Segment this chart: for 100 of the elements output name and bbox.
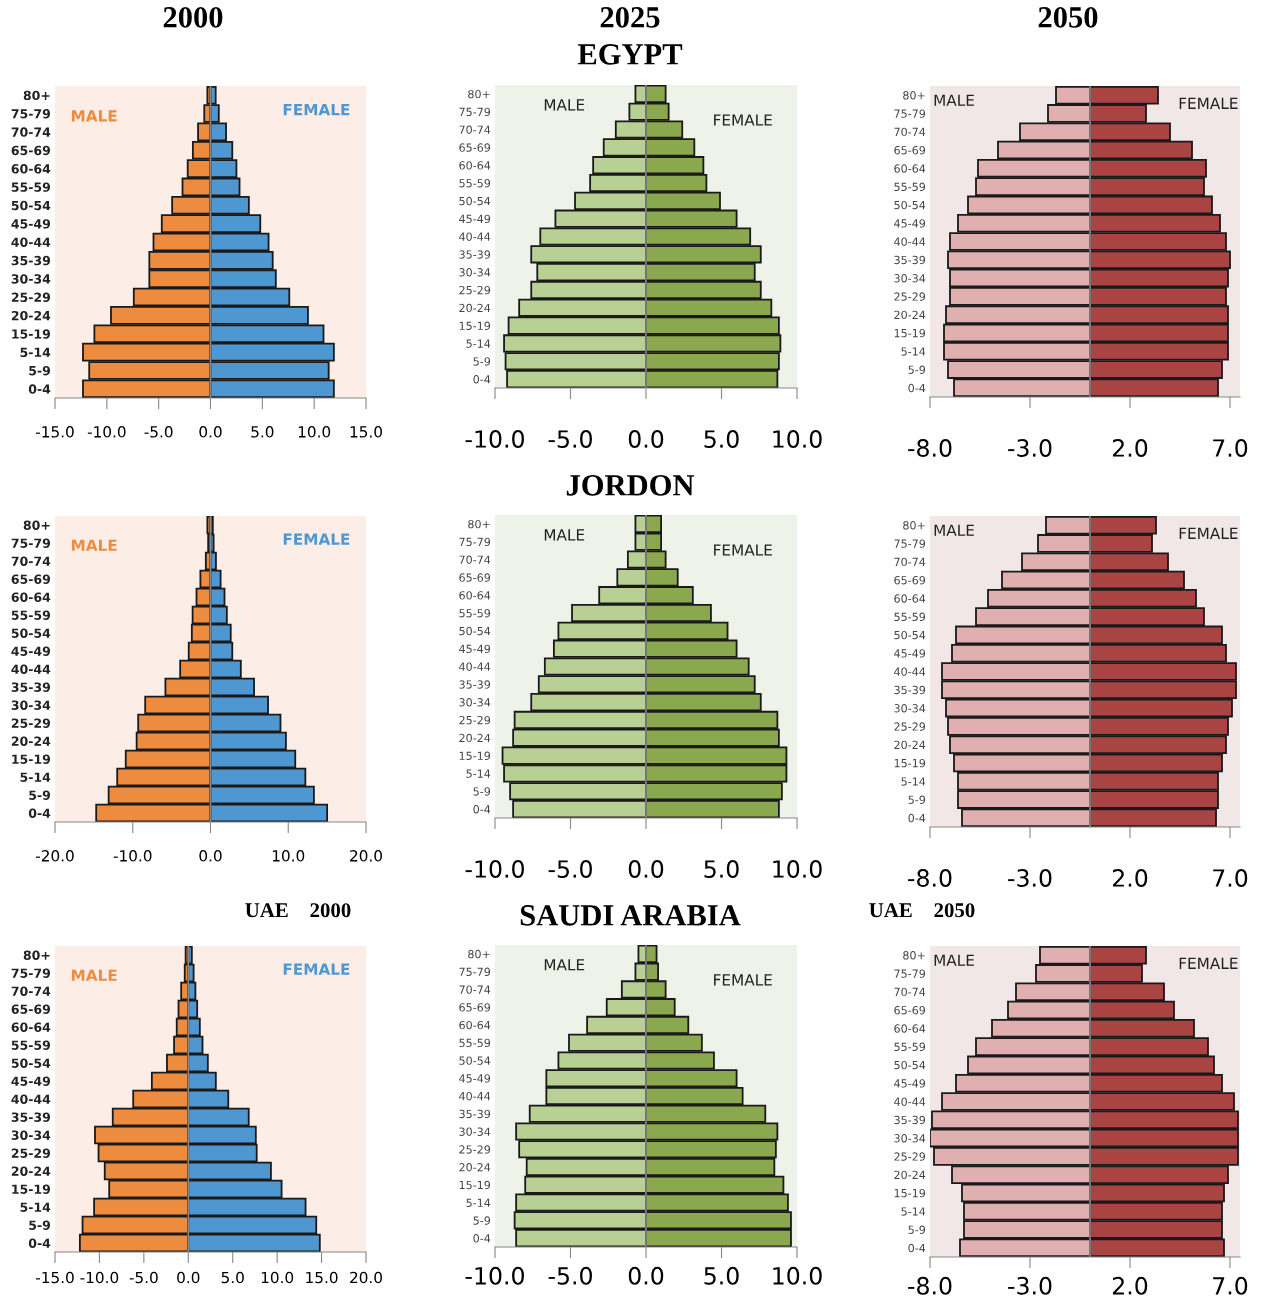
y-tick-label: 80+ [903,91,925,100]
text: FEMALE [283,533,350,545]
x-tick-label: 15.0 [306,1271,338,1284]
y-tick-label: 25-29 [11,718,51,728]
y-tick-label: 75-79 [894,539,926,548]
y-tick-label: 55-59 [894,1042,926,1051]
y-tick-label: 5-9 [29,790,51,800]
y-tick-label: 40-44 [459,232,491,241]
y-tick-label: 0-4 [473,375,491,384]
y-tick-label: 40-44 [459,1091,491,1101]
series-label: FEMALE [1179,527,1238,539]
x-tick-label: 0.0 [199,850,222,862]
y-tick-label: 5-14 [466,1198,491,1207]
y-tick-label: 0-4 [473,805,491,814]
text: FEMALE [714,544,772,556]
y-tick-label: 55-59 [459,609,491,618]
x-tick-label: 10.0 [261,1271,294,1284]
y-tick-label: 25-29 [894,292,926,301]
y-tick-label: 45-49 [894,219,926,228]
x-tick-label: 7.0 [1213,439,1248,457]
y-tick-label: 60-64 [11,592,51,602]
y-tick-label: 60-64 [459,161,491,170]
y-tick-label: 30-34 [11,274,51,284]
y-tick-label: 0-4 [28,384,51,394]
x-tick-label: -8.0 [908,869,952,887]
y-tick-label: 80+ [23,90,50,101]
y-tick-label: 20-24 [11,1166,51,1176]
y-tick-label: 30-34 [11,700,51,710]
x-tick-label: -20.0 [35,850,74,862]
y-tick-label: 0-4 [473,1234,491,1243]
y-tick-label: 20-24 [459,1163,491,1172]
x-tick-label: 2.0 [1112,439,1148,457]
y-tick-label: 5-14 [20,772,51,782]
x-tick-label: -5.0 [144,426,173,438]
y-tick-label: 35-39 [459,680,491,689]
y-tick-label: 80+ [903,521,925,530]
y-tick-label: 40-44 [11,664,51,674]
x-tick-label: 0.0 [177,1271,200,1284]
y-tick-label: 55-59 [894,182,926,191]
y-tick-label: 5-9 [473,357,491,366]
y-tick-label: 65-69 [894,1006,926,1015]
series-label: FEMALE [1179,97,1238,109]
y-tick-label: 70-74 [894,987,926,997]
y-tick-label: 15-19 [12,329,51,339]
y-tick-label: 65-69 [11,145,51,156]
y-tick-label: 15-19 [894,328,926,338]
y-tick-label: 5-14 [466,339,491,348]
y-tick-label: 45-49 [11,219,51,229]
chart-title: UAE 2050 [869,903,975,918]
y-tick-label: 20-24 [11,736,51,746]
y-tick-label: 65-69 [459,573,491,582]
y-tick-label: 25-29 [11,1148,51,1158]
x-tick-label: -15.0 [35,426,74,438]
x-tick-label: 20.0 [350,1271,382,1284]
y-tick-label: 20-24 [894,740,926,750]
text: MALE [71,969,117,981]
y-tick-label: 80+ [903,951,925,960]
x-tick-label: -5.0 [548,860,592,878]
y-tick-label: 65-69 [11,574,51,584]
y-tick-label: 5-9 [29,1220,51,1230]
y-tick-label: 80+ [23,520,50,530]
y-tick-label: 35-39 [11,255,51,266]
y-tick-label: 35-39 [11,682,51,692]
x-tick-label: 15.0 [350,426,382,438]
x-tick-label: -5.0 [129,1271,158,1284]
y-tick-label: 45-49 [459,1074,491,1083]
y-tick-label: 45-49 [11,646,51,656]
y-tick-label: 30-34 [459,698,491,707]
x-tick-label: 5.0 [221,1271,244,1284]
y-tick-label: 50-54 [894,630,926,640]
y-tick-label: 70-74 [459,985,491,994]
y-tick-label: 30-34 [459,1127,491,1136]
y-tick-label: 5-9 [473,1216,491,1225]
y-tick-label: 75-79 [11,109,51,119]
x-tick-label: 10.0 [298,426,331,438]
y-tick-label: 60-64 [894,1024,926,1033]
y-tick-label: 75-79 [459,537,491,547]
y-tick-label: 65-69 [459,1003,491,1012]
y-tick-label: 45-49 [894,649,926,658]
x-tick-label: 10.0 [773,860,822,878]
x-tick-label: -10.0 [87,426,126,438]
y-tick-label: 20-24 [11,310,51,321]
chart-subtitle: EGYPT [577,44,683,65]
y-tick-label: 5-9 [473,787,491,796]
y-tick-label: 40-44 [11,237,51,247]
y-tick-label: 15-19 [459,751,491,760]
x-tick-label: 20.0 [350,850,382,862]
y-tick-label: 5-9 [908,365,926,374]
x-tick-label: -3.0 [1008,1276,1052,1295]
y-tick-label: 5-9 [908,795,926,804]
y-tick-label: 35-39 [459,1109,491,1119]
y-tick-label: 40-44 [459,662,491,671]
y-tick-label: 45-49 [459,214,491,224]
y-tick-label: 5-14 [901,1207,926,1216]
text: MALE [934,524,974,536]
y-tick-label: 50-54 [459,196,491,206]
text: MALE [71,110,117,122]
y-tick-label: 35-39 [894,685,926,695]
x-tick-label: 7.0 [1213,1276,1248,1295]
y-tick-label: 5-14 [20,1202,51,1212]
